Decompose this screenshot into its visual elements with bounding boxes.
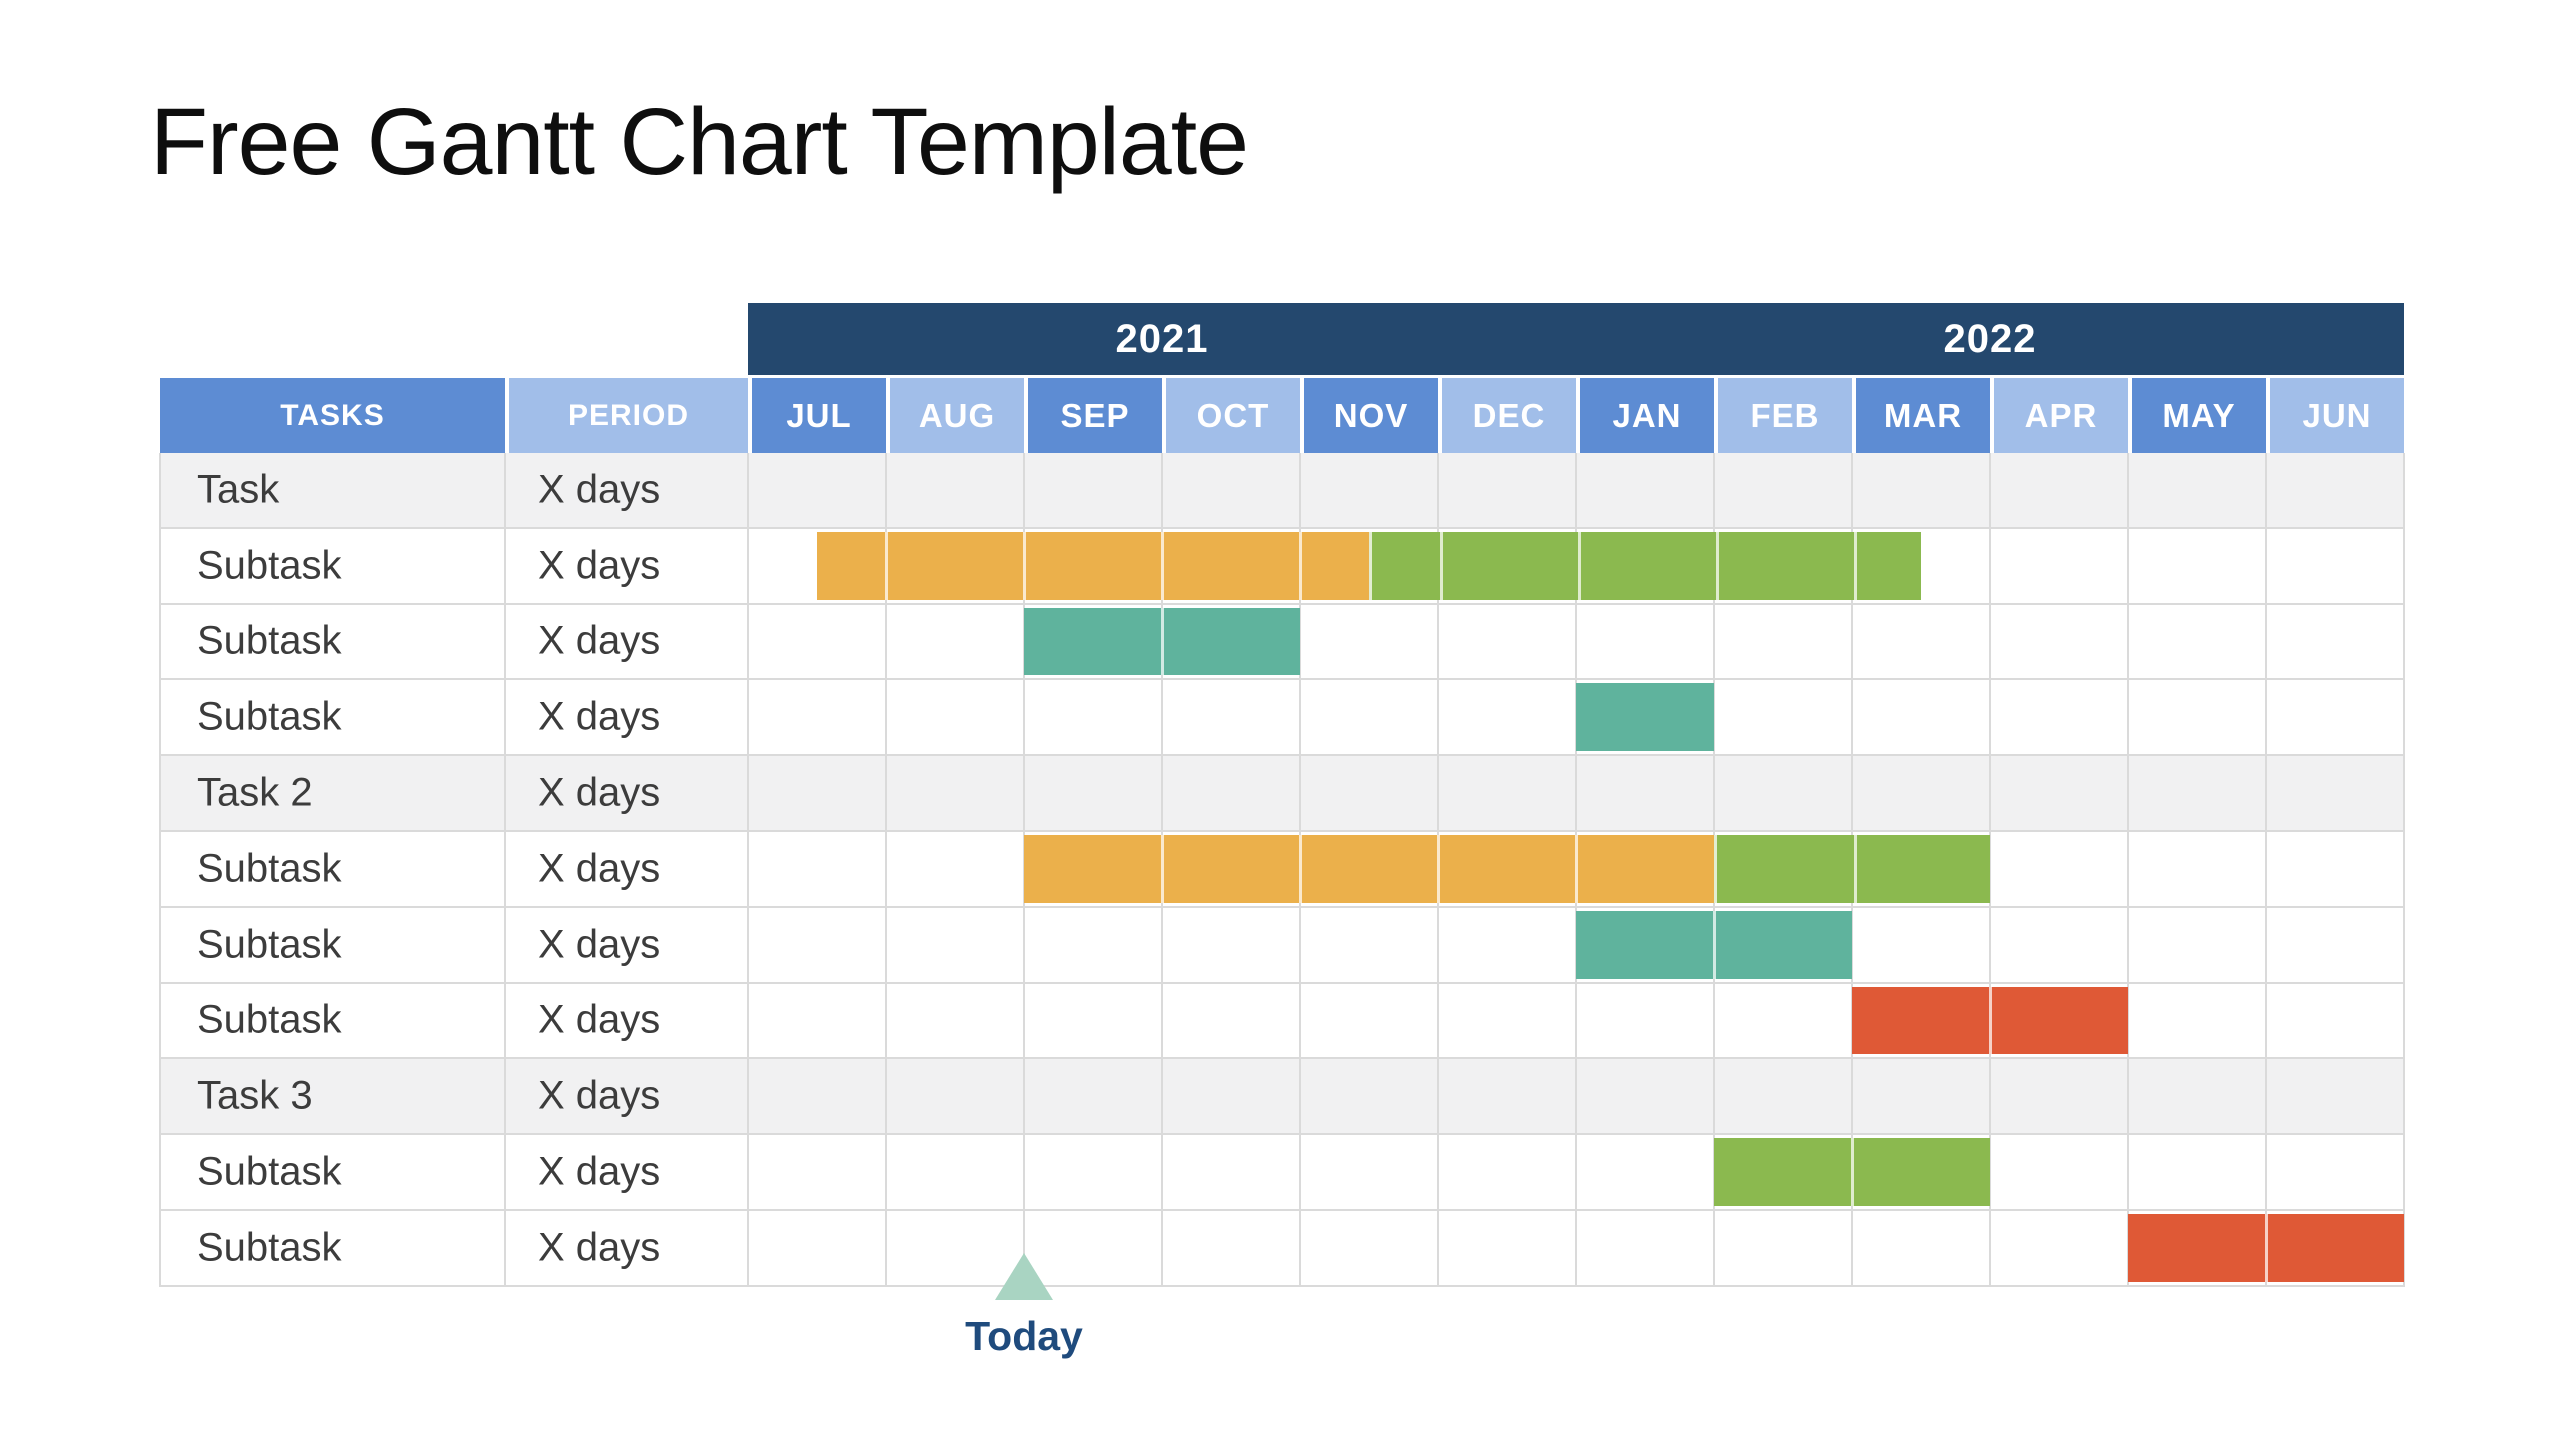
month-header-feb: FEB: [1714, 378, 1852, 453]
table-row-subtask: Subtask X days: [160, 907, 2404, 984]
month-header-aug: AUG: [886, 378, 1024, 453]
task-label: Task 2: [197, 770, 313, 815]
month-header-sep: SEP: [1024, 378, 1162, 453]
bar-month-separator: [1298, 531, 1302, 600]
month-header-oct: OCT: [1162, 378, 1300, 453]
table-row-task: Task 3 X days: [160, 1059, 2404, 1136]
gantt-bar-red: [1852, 986, 2128, 1055]
bar-month-separator: [2264, 1214, 2268, 1282]
gantt-chart: 2021 2022 TASKS PERIOD JUL AUG SEP OCT NOV DE…: [159, 303, 2405, 1287]
month-header-jun: JUN: [2266, 378, 2404, 453]
task-label: Subtask: [197, 694, 342, 739]
month-header-jan: JAN: [1576, 378, 1714, 453]
table-header-row: TASKS PERIOD JUL AUG SEP OCT NOV DEC JAN FEB MAR…: [160, 378, 2404, 453]
gantt-bars-layer: [748, 453, 2404, 1287]
table-row-subtask: Subtask X days: [160, 1135, 2404, 1211]
task-label: Subtask: [197, 543, 342, 588]
bar-month-separator: [1160, 531, 1164, 600]
table-row-task: Task X days: [160, 453, 2404, 529]
period-value: X days: [538, 694, 661, 739]
gantt-bar-green: [1714, 1138, 1990, 1206]
bar-month-separator: [1439, 531, 1443, 600]
task-label: Subtask: [197, 846, 342, 891]
bar-month-separator: [1853, 835, 1857, 903]
year-label-2022: 2022: [1943, 316, 2037, 361]
bar-month-separator: [1160, 607, 1164, 676]
task-label: Subtask: [197, 997, 342, 1042]
table-row-subtask: Subtask X days: [160, 680, 2404, 757]
month-header-may: MAY: [2128, 378, 2266, 453]
bar-month-separator: [1988, 986, 1992, 1055]
year-label-2021: 2021: [1115, 316, 1209, 361]
bar-month-separator: [1574, 835, 1578, 903]
page-title: Free Gantt Chart Template: [150, 89, 1249, 195]
bar-month-separator: [1160, 835, 1164, 903]
task-label: Task 3: [197, 1073, 313, 1118]
task-label: Subtask: [197, 922, 342, 967]
period-value: X days: [538, 770, 661, 815]
gantt-bar-orange: [1024, 835, 1714, 903]
period-value: X days: [538, 1225, 661, 1270]
period-value: X days: [538, 1149, 661, 1194]
bar-month-separator: [1712, 910, 1716, 979]
month-header-jul: JUL: [748, 378, 886, 453]
bar-month-separator: [1577, 531, 1581, 600]
bar-month-separator: [1853, 531, 1857, 600]
table-row-task: Task 2 X days: [160, 756, 2404, 832]
year-banner: 2021 2022: [748, 303, 2404, 375]
period-value: X days: [538, 543, 661, 588]
period-value: X days: [538, 997, 661, 1042]
month-header-nov: NOV: [1300, 378, 1438, 453]
period-value: X days: [538, 1073, 661, 1118]
bar-month-separator: [1298, 835, 1302, 903]
bar-month-separator: [1715, 531, 1719, 600]
bar-month-separator: [1022, 531, 1026, 600]
today-triangle-icon: [995, 1252, 1053, 1300]
gantt-bar-red: [2128, 1214, 2404, 1282]
month-header-apr: APR: [1990, 378, 2128, 453]
month-header-dec: DEC: [1438, 378, 1576, 453]
gantt-bar-teal: [1576, 910, 1852, 979]
gantt-bar-teal: [1576, 683, 1714, 752]
gantt-bar-teal: [1024, 607, 1300, 676]
task-label: Subtask: [197, 618, 342, 663]
month-header-mar: MAR: [1852, 378, 1990, 453]
period-value: X days: [538, 922, 661, 967]
period-value: X days: [538, 618, 661, 663]
gantt-bar-green: [1369, 531, 1921, 600]
period-column-header: PERIOD: [505, 378, 748, 453]
task-label: Subtask: [197, 1225, 342, 1270]
bar-month-separator: [1850, 1138, 1854, 1206]
tasks-column-header: TASKS: [160, 378, 505, 453]
period-value: X days: [538, 467, 661, 512]
table-row-subtask: Subtask X days: [160, 1210, 2404, 1287]
bar-month-separator: [1436, 835, 1440, 903]
gantt-bar-green: [1714, 835, 1990, 903]
gantt-bar-orange: [817, 531, 1369, 600]
bar-month-separator: [884, 531, 888, 600]
today-label: Today: [965, 1312, 1083, 1359]
task-label: Subtask: [197, 1149, 342, 1194]
period-value: X days: [538, 846, 661, 891]
task-label: Task: [197, 467, 280, 512]
